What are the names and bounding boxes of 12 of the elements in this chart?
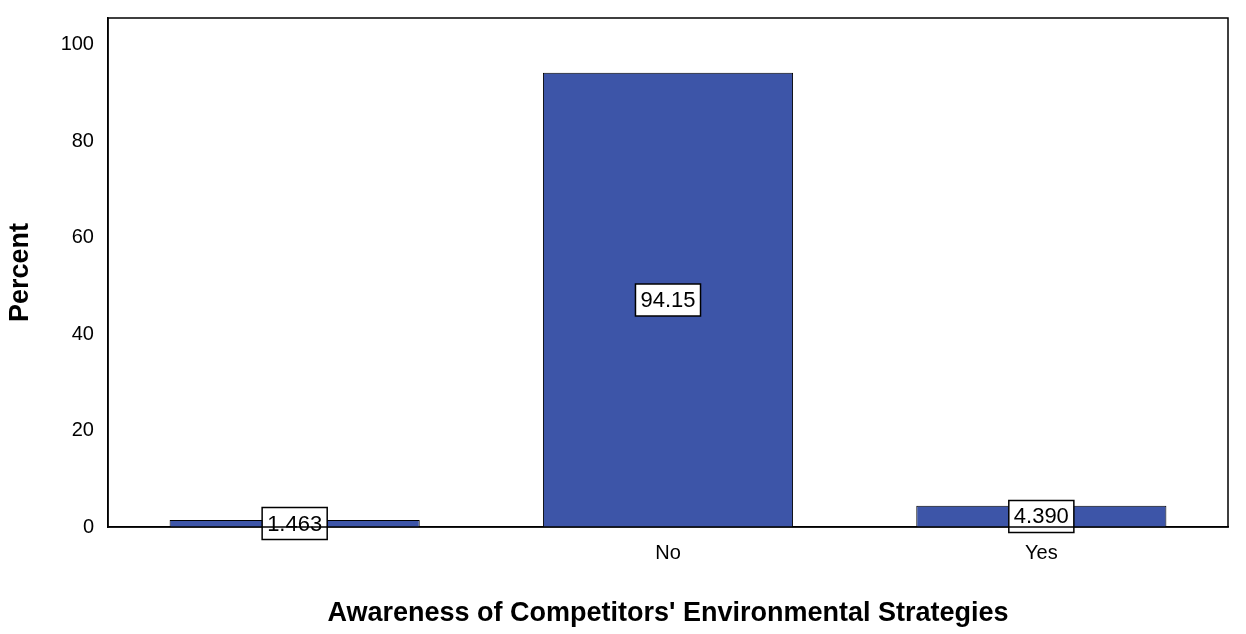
y-tick-label: 0 [82,514,94,537]
x-tick-label: No [655,540,681,563]
y-axis-title: Percent [3,222,34,323]
y-tick-label: 60 [71,225,94,248]
data-label: 94.15 [640,286,696,312]
y-tick-label: 40 [71,321,94,344]
x-tick-label: Yes [1025,540,1058,563]
x-axis-title: Awareness of Competitors' Environmental Strategies [327,597,1009,628]
y-tick-label: 20 [71,418,94,441]
data-label: 4.390 [1013,503,1069,529]
y-tick-label: 80 [71,128,94,151]
y-tick-label: 100 [60,32,94,55]
